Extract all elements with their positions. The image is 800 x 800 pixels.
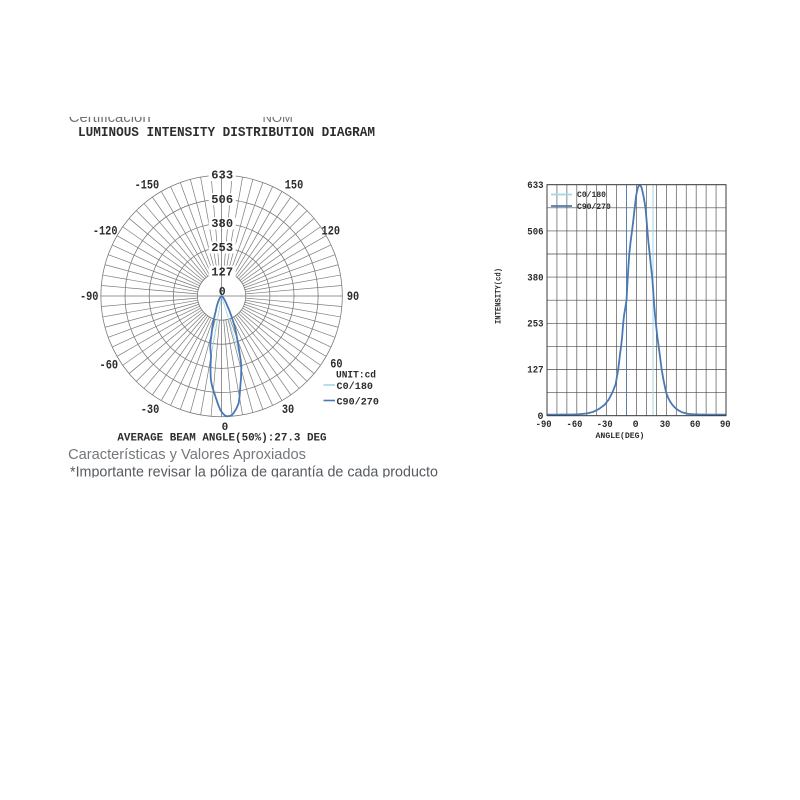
svg-text:Características y Valores Apro: Características y Valores Aproxiados [68, 447, 306, 463]
svg-text:0: 0 [633, 420, 639, 431]
svg-text:30: 30 [660, 420, 671, 431]
svg-text:120: 120 [322, 224, 341, 239]
svg-text:C90/270: C90/270 [337, 396, 379, 408]
svg-text:ANGLE(DEG): ANGLE(DEG) [596, 431, 645, 441]
svg-text:127: 127 [211, 265, 233, 279]
svg-text:380: 380 [211, 217, 233, 231]
svg-text:0: 0 [222, 422, 229, 434]
svg-text:C0/180: C0/180 [577, 190, 606, 200]
svg-text:*Importante revisar la póliza: *Importante revisar la póliza de garantí… [70, 465, 438, 481]
svg-text:30: 30 [282, 402, 294, 417]
svg-text:-30: -30 [597, 420, 613, 431]
svg-text:UNIT:cd: UNIT:cd [336, 370, 376, 382]
svg-text:90: 90 [347, 289, 359, 304]
svg-text:0: 0 [219, 286, 226, 299]
svg-text:253: 253 [527, 320, 543, 331]
svg-text:C0/180: C0/180 [337, 381, 374, 393]
svg-text:253: 253 [211, 241, 233, 255]
svg-text:60: 60 [690, 420, 701, 431]
svg-text:-30: -30 [141, 402, 160, 417]
svg-text:-90: -90 [80, 289, 99, 304]
svg-text:-60: -60 [567, 420, 583, 431]
svg-text:AVERAGE BEAM ANGLE(50%):27.3 D: AVERAGE BEAM ANGLE(50%):27.3 DEG [117, 433, 326, 445]
svg-text:LUMINOUS INTENSITY DISTRIBUTIO: LUMINOUS INTENSITY DISTRIBUTION DIAGRAM [78, 126, 375, 141]
svg-text:C90/270: C90/270 [577, 202, 611, 212]
svg-text:127: 127 [527, 366, 543, 377]
svg-text:60: 60 [330, 357, 342, 372]
svg-text:0: 0 [537, 412, 543, 423]
svg-text:150: 150 [285, 177, 304, 192]
svg-text:633: 633 [211, 169, 233, 183]
svg-text:-90: -90 [536, 420, 552, 431]
svg-text:633: 633 [527, 181, 543, 192]
svg-text:506: 506 [211, 193, 233, 207]
svg-text:380: 380 [527, 273, 543, 284]
svg-text:-120: -120 [93, 224, 118, 239]
svg-text:-150: -150 [135, 177, 160, 192]
svg-text:-60: -60 [100, 357, 119, 372]
svg-text:90: 90 [720, 420, 731, 431]
svg-text:506: 506 [527, 227, 543, 238]
svg-text:INTENSITY(cd): INTENSITY(cd) [494, 268, 504, 324]
